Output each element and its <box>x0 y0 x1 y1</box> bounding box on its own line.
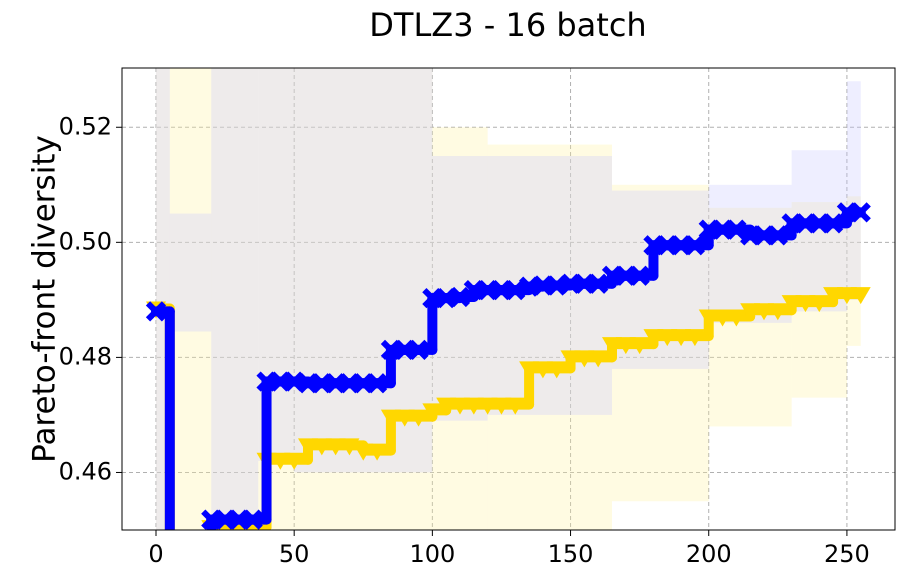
marker <box>366 373 388 394</box>
marker <box>449 397 470 415</box>
chart-title: DTLZ3 - 16 batch <box>369 6 646 44</box>
ticks: 0 50 100 150 200 250 0.46 0.48 0.50 0.52 <box>59 112 870 568</box>
marker <box>532 361 553 379</box>
band <box>846 81 861 300</box>
marker <box>657 329 678 347</box>
x-tick-label: 250 <box>824 540 870 568</box>
marker <box>809 295 830 313</box>
marker <box>823 287 844 305</box>
marker <box>284 452 305 470</box>
marker <box>491 397 512 415</box>
band <box>211 68 259 530</box>
marker <box>726 309 747 327</box>
marker <box>588 350 609 368</box>
x-tick-label: 100 <box>409 540 455 568</box>
x-tick-label: 150 <box>548 540 594 568</box>
x-tick-label: 0 <box>148 540 163 568</box>
marker <box>588 273 609 294</box>
y-axis-label: Pareto-front diversity <box>27 135 63 463</box>
marker <box>449 286 471 308</box>
marker <box>850 287 871 305</box>
y-tick-label: 0.48 <box>59 342 112 370</box>
marker <box>505 279 526 301</box>
marker <box>767 303 788 321</box>
marker <box>601 337 622 355</box>
marker <box>684 235 706 256</box>
band <box>487 144 612 530</box>
marker <box>519 361 540 379</box>
marker <box>422 403 443 421</box>
marker <box>643 329 664 347</box>
marker <box>270 452 291 470</box>
marker <box>615 337 636 355</box>
marker <box>367 443 388 461</box>
band <box>432 127 488 530</box>
marker <box>698 309 719 327</box>
plot-area <box>145 68 871 530</box>
y-tick-label: 0.52 <box>59 112 112 140</box>
marker <box>629 337 650 355</box>
marker <box>339 438 360 456</box>
marker <box>629 265 650 286</box>
marker <box>436 397 457 415</box>
y-tick-label: 0.46 <box>59 457 112 485</box>
marker <box>546 361 567 379</box>
x-tick-label: 200 <box>686 540 732 568</box>
marker <box>297 438 318 456</box>
marker <box>463 397 484 415</box>
marker <box>560 350 581 368</box>
band <box>708 184 792 323</box>
marker <box>408 409 429 427</box>
marker <box>754 303 775 321</box>
marker <box>781 295 802 313</box>
marker <box>850 202 871 223</box>
marker <box>408 339 429 361</box>
band <box>211 68 259 530</box>
marker <box>836 287 857 305</box>
band <box>169 213 212 332</box>
marker <box>325 438 346 456</box>
marker <box>505 397 526 415</box>
marker <box>795 295 816 313</box>
marker <box>242 509 263 530</box>
marker <box>380 409 401 427</box>
x-tick-label: 50 <box>279 540 310 568</box>
y-tick-label: 0.50 <box>59 227 112 255</box>
marker <box>145 301 167 322</box>
marker <box>311 438 332 456</box>
axes-frame <box>121 67 896 531</box>
marker <box>726 219 747 240</box>
marker <box>684 329 705 347</box>
marker <box>740 303 761 321</box>
marker <box>394 409 415 427</box>
band <box>846 196 861 346</box>
marker <box>353 443 374 461</box>
band <box>294 68 433 473</box>
marker <box>574 350 595 368</box>
marker <box>712 309 733 327</box>
marker <box>671 329 692 347</box>
marker <box>477 397 498 415</box>
band <box>169 68 212 530</box>
